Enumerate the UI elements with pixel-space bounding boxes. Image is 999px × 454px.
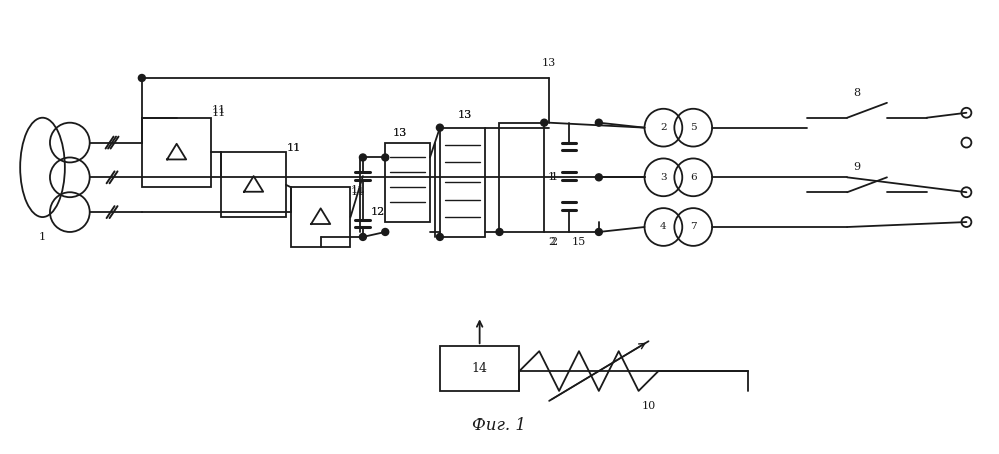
Text: 13: 13 [393, 128, 408, 138]
Text: 1: 1 [550, 173, 557, 183]
Text: 8: 8 [853, 88, 861, 98]
Text: 7: 7 [690, 222, 696, 232]
Circle shape [497, 228, 502, 236]
Circle shape [595, 174, 602, 181]
Circle shape [437, 233, 444, 241]
Bar [440, 346, 519, 391]
Text: 6: 6 [690, 173, 696, 182]
Circle shape [595, 119, 602, 126]
Text: 11: 11 [212, 108, 226, 118]
Text: 11: 11 [287, 143, 301, 153]
Circle shape [540, 119, 547, 126]
Text: 13: 13 [458, 110, 472, 120]
Bar [142, 118, 212, 187]
Bar [500, 123, 544, 232]
Text: 12: 12 [371, 207, 385, 217]
Text: 13: 13 [393, 128, 408, 138]
Text: 2: 2 [550, 237, 557, 247]
Text: 5: 5 [690, 123, 696, 132]
Bar [222, 153, 286, 217]
Circle shape [360, 154, 367, 161]
Text: 12: 12 [371, 207, 385, 217]
Bar [440, 128, 485, 237]
Text: 11: 11 [351, 185, 365, 195]
Text: 2: 2 [548, 237, 555, 247]
Bar [291, 187, 351, 247]
Text: 1: 1 [548, 173, 555, 183]
Circle shape [139, 74, 145, 81]
Text: 1: 1 [39, 232, 46, 242]
Text: 13: 13 [458, 110, 472, 120]
Text: 4: 4 [660, 222, 666, 232]
Circle shape [382, 228, 389, 236]
Text: 2: 2 [660, 123, 666, 132]
Circle shape [437, 124, 444, 131]
Circle shape [595, 228, 602, 236]
Text: 11: 11 [287, 143, 301, 153]
Text: 13: 13 [542, 58, 556, 68]
Text: 10: 10 [641, 401, 655, 411]
Text: 15: 15 [571, 237, 586, 247]
Text: 9: 9 [853, 163, 861, 173]
Circle shape [382, 154, 389, 161]
Circle shape [360, 233, 367, 241]
Text: 3: 3 [660, 173, 666, 182]
Text: 14: 14 [472, 362, 488, 375]
Text: Фиг. 1: Фиг. 1 [473, 417, 526, 434]
Text: 11: 11 [351, 187, 365, 197]
Text: 11: 11 [212, 105, 226, 115]
Bar [386, 143, 430, 222]
